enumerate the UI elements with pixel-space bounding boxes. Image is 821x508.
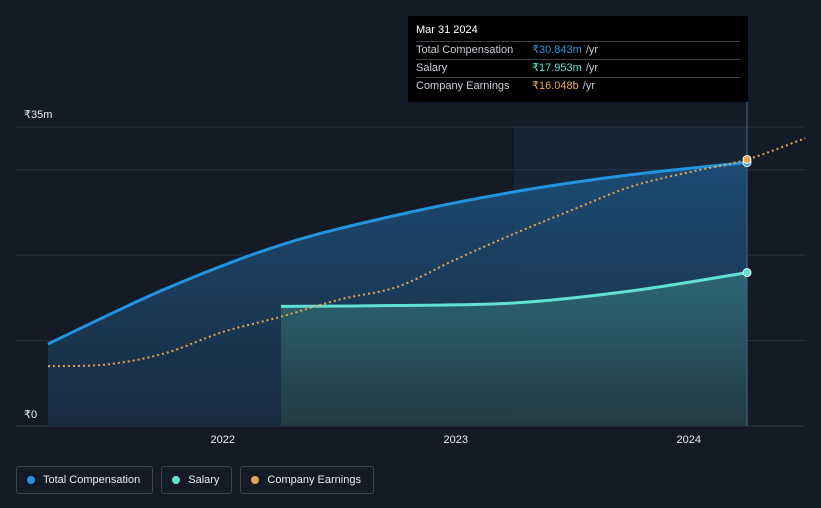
salary-area xyxy=(281,272,747,426)
tooltip-unit: /yr xyxy=(582,80,595,92)
tooltip-unit: /yr xyxy=(585,62,599,74)
tooltip-row-total-compensation: Total Compensation ₹30.843m /yr xyxy=(416,41,740,59)
legend-label: Company Earnings xyxy=(267,474,361,486)
legend-dot-icon xyxy=(27,476,35,484)
tooltip-value: ₹30.843m xyxy=(532,44,582,56)
tooltip-value: ₹17.953m xyxy=(532,62,582,74)
tooltip-unit: /yr xyxy=(585,44,599,56)
y-tick-top: ₹35m xyxy=(24,109,52,121)
legend: Total Compensation Salary Company Earnin… xyxy=(16,466,374,494)
y-tick-bottom: ₹0 xyxy=(24,409,37,421)
total-compensation-line[interactable] xyxy=(47,161,748,346)
company-earnings-point[interactable] xyxy=(742,154,752,164)
tooltip-row-salary: Salary ₹17.953m /yr xyxy=(416,59,740,77)
legend-dot-icon xyxy=(172,476,181,484)
legend-total-compensation[interactable]: Total Compensation xyxy=(16,466,154,494)
legend-company-earnings[interactable]: Company Earnings xyxy=(240,466,374,494)
x-tick-2022: 2022 xyxy=(211,434,235,446)
tooltip-date: Mar 31 2024 xyxy=(416,24,478,36)
tooltip-label: Salary xyxy=(416,62,448,74)
tooltip-label: Company Earnings xyxy=(416,80,510,92)
legend-label: Total Compensation xyxy=(43,474,141,486)
tooltip-row-company-earnings: Company Earnings ₹16.048b /yr xyxy=(416,77,740,95)
tooltip-value: ₹16.048b xyxy=(532,80,579,92)
legend-dot-icon xyxy=(251,476,260,484)
salary-line[interactable] xyxy=(280,271,748,308)
x-tick-2023: 2023 xyxy=(444,434,468,446)
salary-point[interactable] xyxy=(742,268,752,278)
tooltip-label: Total Compensation xyxy=(416,44,514,56)
x-tick-2024: 2024 xyxy=(677,434,701,446)
legend-label: Salary xyxy=(188,474,220,486)
tooltip: Mar 31 2024 Total Compensation ₹30.843m … xyxy=(408,16,748,102)
legend-salary[interactable]: Salary xyxy=(161,466,233,494)
